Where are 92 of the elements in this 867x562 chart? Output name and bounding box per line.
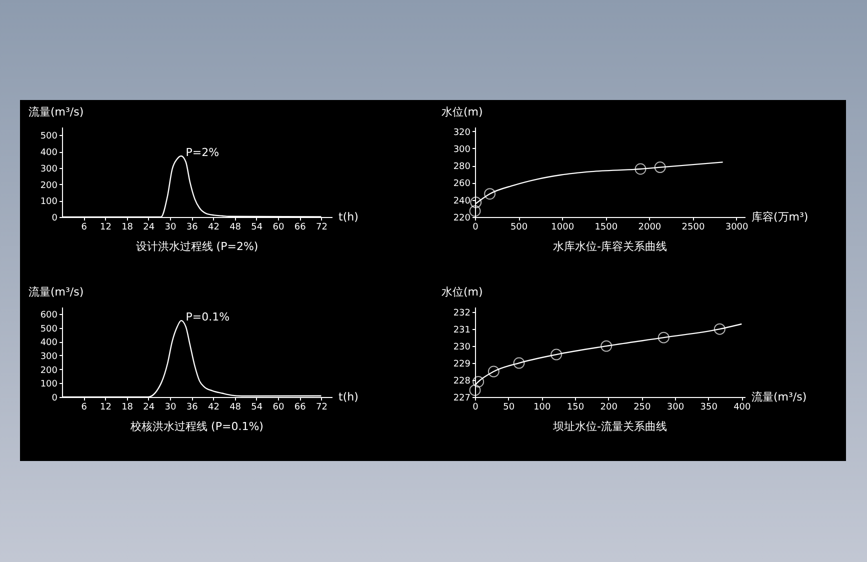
x-axis-title: 库容(万m³) <box>752 210 808 224</box>
text: 校核洪水过程线 (P=0.1%) <box>130 420 264 433</box>
x-tick-label: 36 <box>186 402 198 412</box>
x-tick-label: 66 <box>294 402 306 412</box>
text: 坝址水位-流量关系曲线 <box>552 420 667 433</box>
y-tick-label: 280 <box>453 162 471 172</box>
x-tick-label: 42 <box>208 222 220 232</box>
y-tick-label: 500 <box>40 132 58 142</box>
x-tick-label: 48 <box>230 402 242 412</box>
y-tick-label: 229 <box>453 360 471 370</box>
y-tick-label: 320 <box>453 128 471 138</box>
x-tick-label: 150 <box>566 402 584 412</box>
x-tick-label: 18 <box>122 402 134 412</box>
x-tick-label: 72 <box>316 402 328 412</box>
x-tick-label: 60 <box>272 402 284 412</box>
point <box>469 205 481 217</box>
y-tick-label: 220 <box>453 214 471 224</box>
y-tick-label: 400 <box>40 338 58 348</box>
y-tick-label: 0 <box>52 394 58 404</box>
x-axis-title: 流量(m³/s) <box>752 390 807 404</box>
x-tick-label: 54 <box>251 402 263 412</box>
x-tick-label: 350 <box>700 402 718 412</box>
point <box>470 196 482 208</box>
x-tick-label: 1500 <box>594 222 618 232</box>
x-tick-label: 0 <box>472 402 479 412</box>
y-tick-label: 400 <box>40 148 58 158</box>
x-tick-label: 54 <box>251 222 263 232</box>
x-tick-label: 66 <box>294 222 306 232</box>
x-tick-label: 30 <box>164 402 176 412</box>
y-tick-label: 230 <box>453 342 471 353</box>
y-tick-label: 227 <box>453 394 470 404</box>
x-tick-label: 6 <box>81 402 88 412</box>
point <box>472 376 484 388</box>
y-tick-label: 200 <box>40 180 58 191</box>
y-tick-label: 0 <box>52 214 58 224</box>
x-tick-label: 3000 <box>725 222 749 232</box>
point <box>714 323 726 335</box>
text: 水库水位-库容关系曲线 <box>553 240 667 253</box>
x-tick-label: 50 <box>503 402 515 412</box>
point <box>550 348 562 360</box>
x-tick-label: 24 <box>143 222 155 232</box>
point <box>513 357 525 369</box>
y-axis-title: 流量(m³/s) <box>28 286 84 298</box>
y-tick-label: 500 <box>40 324 58 334</box>
x-tick-label: 36 <box>186 222 198 232</box>
x-tick-label: 18 <box>122 222 134 232</box>
x-axis-title: t(h) <box>338 210 358 224</box>
x-tick-label: 42 <box>208 402 220 412</box>
y-tick-label: 300 <box>453 144 471 155</box>
y-tick-label: 600 <box>40 310 58 320</box>
x-tick-label: 6 <box>81 222 88 232</box>
x-tick-label: 2500 <box>682 222 705 232</box>
x-tick-label: 200 <box>600 402 618 412</box>
x-tick-label: 60 <box>272 222 284 232</box>
x-tick-label: 1000 <box>551 222 574 232</box>
y-tick-label: 300 <box>40 352 58 362</box>
y-tick-label: 231 <box>453 326 470 336</box>
annotation: P=2% <box>186 146 220 159</box>
point <box>634 163 646 175</box>
text: 设计洪水过程线 (P=2%) <box>136 240 258 253</box>
y-tick-label: 200 <box>40 366 58 376</box>
annotation: P=0.1% <box>186 310 230 324</box>
y-tick-label: 100 <box>40 197 58 208</box>
point <box>654 162 666 174</box>
point <box>469 384 481 396</box>
x-tick-label: 30 <box>164 222 176 232</box>
y-tick-label: 300 <box>40 164 58 174</box>
x-axis-title: t(h) <box>338 390 358 404</box>
y-axis-title: 水位(m) <box>442 106 483 118</box>
point <box>488 366 500 378</box>
x-tick-label: 72 <box>316 222 328 232</box>
x-tick-label: 250 <box>634 402 652 412</box>
y-axis-title: 流量(m³/s) <box>28 106 84 118</box>
point <box>658 332 670 344</box>
x-tick-label: 24 <box>143 402 155 412</box>
y-tick-label: 100 <box>40 380 58 390</box>
x-tick-label: 0 <box>472 222 479 232</box>
x-tick-label: 100 <box>534 402 552 412</box>
y-tick-label: 240 <box>453 196 471 206</box>
x-tick-label: 400 <box>734 402 752 412</box>
y-tick-label: 260 <box>453 179 471 190</box>
x-tick-label: 300 <box>666 402 684 412</box>
y-axis-title: 水位(m) <box>442 286 483 298</box>
x-tick-label: 48 <box>230 222 242 232</box>
y-tick-label: 232 <box>453 308 470 319</box>
x-tick-label: 2000 <box>638 222 662 232</box>
x-tick-label: 12 <box>100 222 112 232</box>
x-tick-label: 12 <box>100 402 112 412</box>
x-tick-label: 500 <box>510 222 528 232</box>
y-tick-label: 228 <box>453 376 471 387</box>
point <box>484 188 496 200</box>
point <box>600 340 612 352</box>
